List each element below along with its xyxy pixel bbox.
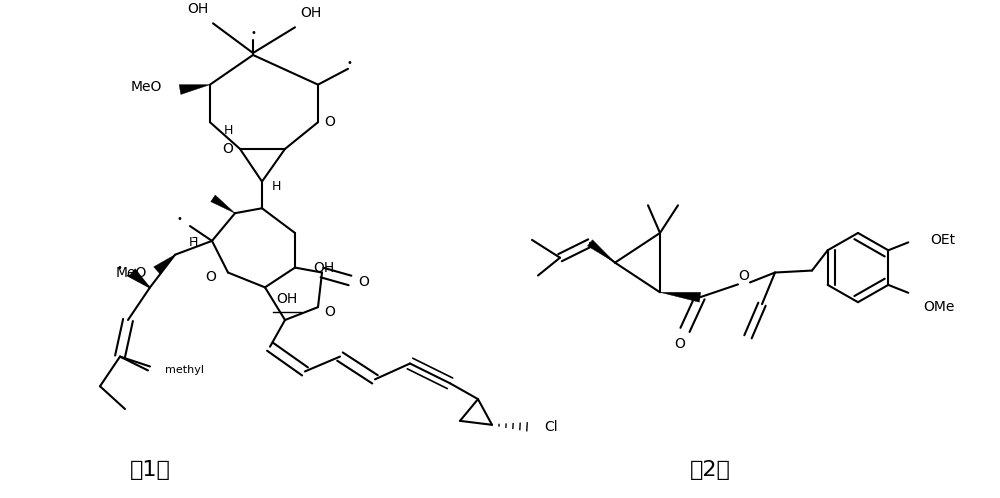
Polygon shape [211,195,235,213]
Polygon shape [179,85,210,95]
Text: MeO: MeO [116,265,147,279]
Text: O: O [325,305,335,319]
Text: •: • [176,214,182,224]
Text: OH: OH [300,6,321,20]
Text: methyl: methyl [165,366,204,375]
Text: •: • [250,28,256,38]
Polygon shape [660,292,701,302]
Text: •: • [346,58,352,68]
Text: OH: OH [187,2,208,16]
Text: O: O [675,337,685,351]
Text: H: H [224,124,233,136]
Polygon shape [129,269,150,287]
Text: O: O [205,270,216,284]
Text: OH: OH [313,260,334,274]
Text: OH: OH [276,292,298,306]
Text: O: O [359,275,369,289]
Text: O: O [739,269,749,283]
Text: H: H [272,180,281,193]
Text: O: O [325,115,335,129]
Text: （2）: （2） [690,460,730,480]
Text: OEt: OEt [930,234,955,248]
Text: MeO: MeO [131,80,162,94]
Text: （1）: （1） [130,460,170,480]
Text: •: • [116,262,122,272]
Text: OMe: OMe [923,300,955,314]
Text: H̄: H̄ [189,237,198,249]
Text: O: O [223,142,233,156]
Polygon shape [588,240,615,262]
Text: Cl: Cl [544,420,558,434]
Polygon shape [154,255,175,274]
